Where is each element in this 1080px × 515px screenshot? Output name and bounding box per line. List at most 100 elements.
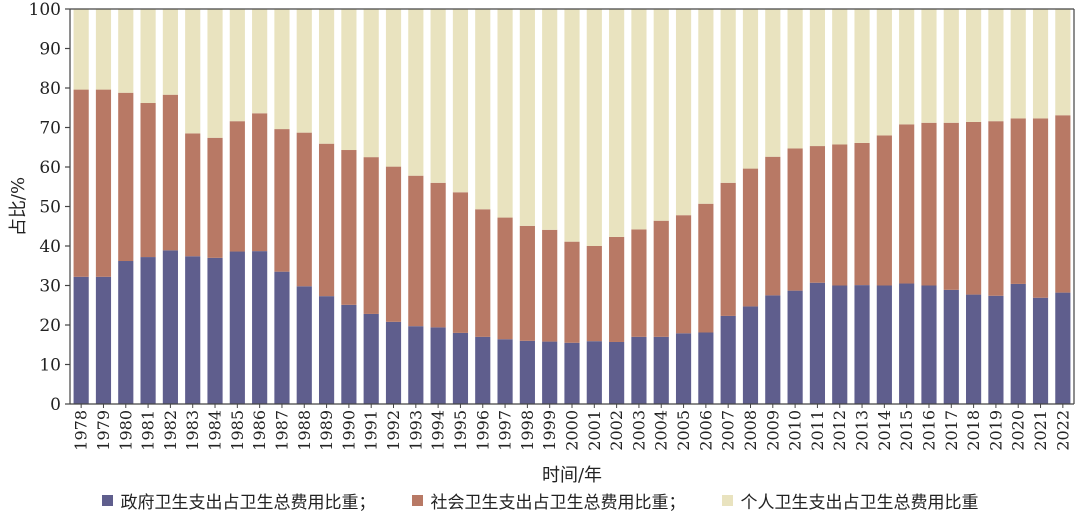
bar-2020-series-2 (1010, 9, 1026, 119)
bar-1998-series-1 (519, 225, 535, 341)
x-tick-label: 2015 (897, 410, 916, 451)
bar-1983-series-2 (185, 9, 201, 134)
bar-1988-series-2 (296, 9, 312, 133)
x-tick-label: 1994 (429, 410, 448, 451)
y-tick-label: 20 (39, 316, 61, 336)
bar-1986-series-1 (252, 113, 268, 252)
y-tick-label: 80 (39, 79, 61, 99)
bar-2005-series-1 (675, 215, 692, 334)
bar-2006-series-1 (698, 203, 714, 333)
bar-1980-series-1 (118, 92, 134, 262)
bar-2009-series-2 (765, 9, 781, 157)
x-tick-label: 2007 (719, 410, 738, 451)
x-tick-label: 1990 (339, 410, 358, 451)
bar-2007-series-0 (720, 315, 736, 404)
x-tick-label: 2016 (919, 410, 938, 451)
bar-1999-series-0 (542, 341, 558, 404)
legend-label-government: 政府卫生支出占卫生总费用比重； (120, 492, 376, 513)
legend-swatch-government (101, 494, 113, 506)
bar-1995-series-1 (452, 192, 469, 333)
bar-1993-series-0 (408, 326, 424, 404)
x-tick-label: 1998 (518, 410, 537, 451)
bar-1978-series-2 (73, 9, 89, 90)
x-tick-label: 2018 (964, 410, 983, 451)
bar-1998-series-0 (519, 340, 535, 404)
bar-2001-series-2 (586, 9, 602, 246)
bar-2013-series-0 (854, 285, 870, 404)
bar-2010-series-2 (787, 9, 803, 149)
x-tick-label: 2010 (786, 410, 805, 451)
bar-1990-series-1 (341, 150, 357, 305)
bar-1996-series-1 (475, 209, 491, 337)
bar-1991-series-0 (363, 313, 379, 404)
bars (73, 9, 1071, 405)
bar-1994-series-0 (430, 327, 446, 404)
bar-1987-series-0 (274, 271, 290, 404)
bar-2006-series-0 (698, 332, 714, 404)
bar-2000-series-2 (564, 9, 580, 242)
bar-2003-series-2 (631, 9, 647, 230)
y-tick-label: 70 (39, 119, 61, 139)
bar-2002-series-1 (609, 236, 625, 342)
bar-1989-series-1 (318, 143, 335, 297)
y-tick-label: 10 (39, 356, 61, 376)
bar-1999-series-2 (542, 9, 558, 230)
bar-2015-series-1 (899, 124, 915, 284)
legend-label-personal: 个人卫生支出占卫生总费用比重 (740, 492, 979, 513)
x-tick-label: 2019 (986, 410, 1005, 451)
bar-2014-series-0 (876, 285, 892, 404)
bar-2011-series-2 (809, 9, 826, 147)
x-tick-label: 1986 (250, 410, 269, 451)
bar-1986-series-2 (252, 9, 268, 114)
y-tick-label: 0 (50, 395, 61, 415)
x-axis-label: 时间/年 (542, 465, 602, 486)
bar-2018-series-0 (966, 294, 982, 404)
legend: 政府卫生支出占卫生总费用比重； 社会卫生支出占卫生总费用比重； 个人卫生支出占卫… (0, 488, 1080, 513)
bar-1985-series-0 (229, 251, 245, 404)
bar-2009-series-1 (765, 156, 781, 296)
bar-1984-series-0 (207, 257, 223, 404)
bar-2008-series-0 (742, 306, 759, 404)
bar-1984-series-1 (207, 137, 223, 258)
x-tick-label: 1982 (161, 410, 180, 451)
bar-1998-series-2 (519, 9, 535, 226)
bar-1978-series-0 (73, 276, 89, 404)
bar-1995-series-0 (452, 332, 469, 404)
legend-swatch-personal (721, 494, 733, 506)
bar-2019-series-1 (988, 121, 1004, 296)
bar-1988-series-0 (296, 286, 312, 404)
x-tick-label: 1997 (496, 410, 515, 451)
bar-2021-series-2 (1032, 9, 1049, 119)
x-tick-label: 1991 (362, 410, 381, 451)
bar-1990-series-0 (341, 304, 357, 404)
bar-2002-series-2 (609, 9, 625, 237)
x-tick-label: 1992 (384, 410, 403, 451)
bar-1989-series-0 (318, 296, 335, 404)
bar-1988-series-1 (296, 132, 312, 287)
bar-2019-series-0 (988, 295, 1004, 404)
bar-2018-series-1 (966, 121, 982, 295)
bar-2022-series-1 (1055, 115, 1071, 293)
x-tick-label: 2017 (942, 410, 961, 451)
bar-1991-series-1 (363, 157, 379, 314)
bar-1984-series-2 (207, 9, 223, 138)
bar-1979-series-0 (95, 276, 112, 404)
bar-1987-series-1 (274, 129, 290, 272)
x-tick-label: 1980 (116, 410, 135, 451)
x-tick-label: 2020 (1009, 410, 1028, 451)
y-tick-label: 90 (39, 40, 61, 60)
x-tick-label: 1978 (72, 410, 91, 451)
bar-2021-series-1 (1032, 118, 1049, 298)
bar-2014-series-2 (876, 9, 892, 136)
bar-2016-series-1 (921, 122, 937, 286)
bar-1990-series-2 (341, 9, 357, 151)
bar-1993-series-2 (408, 9, 424, 176)
bar-1994-series-1 (430, 182, 446, 328)
bar-1997-series-1 (497, 217, 513, 340)
y-axis-ticks: 0 10 20 30 40 50 60 70 80 90 100 (29, 0, 70, 415)
bar-2010-series-0 (787, 290, 803, 404)
bar-1985-series-1 (229, 121, 245, 252)
bar-1995-series-2 (452, 9, 469, 193)
bar-2021-series-0 (1032, 297, 1049, 404)
legend-item-personal: 个人卫生支出占卫生总费用比重 (721, 488, 979, 513)
